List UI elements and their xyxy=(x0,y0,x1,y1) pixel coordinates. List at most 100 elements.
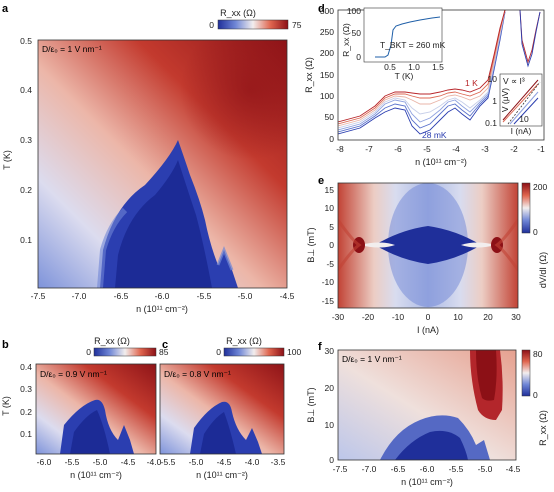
heatmap-e xyxy=(338,183,518,308)
xtick-a: -6.0 xyxy=(155,291,170,301)
ytick-b: 0.1 xyxy=(20,429,32,439)
panel-label-e: e xyxy=(318,175,324,187)
xtick-e: 10 xyxy=(453,312,463,322)
colorbar-b xyxy=(93,347,157,357)
heatmap-f xyxy=(338,350,516,460)
colorbar-b-min: 0 xyxy=(86,347,91,357)
inset-2-ytick: 1 xyxy=(492,96,497,106)
colorbar-f xyxy=(521,349,531,397)
colorbar-a-min: 0 xyxy=(209,20,214,30)
heatmap-c xyxy=(160,364,284,454)
label-hot-d: 1 K xyxy=(465,78,478,88)
xtick-b: -6.0 xyxy=(37,457,52,467)
ytick-f: 20 xyxy=(325,383,335,393)
panel-label-a: a xyxy=(2,3,9,15)
xtick-d: -7 xyxy=(365,144,373,154)
ytick-d: 300 xyxy=(320,6,334,16)
ylabel-a: T (K) xyxy=(2,150,12,170)
xtick-d: -3 xyxy=(481,144,489,154)
heatmap-a xyxy=(38,40,287,288)
xtick-b: -5.5 xyxy=(65,457,80,467)
xtick-d: -1 xyxy=(537,144,545,154)
heatmap-b xyxy=(36,364,156,454)
ylabel-e: B⊥ (mT) xyxy=(306,227,316,262)
xtick-d: -5 xyxy=(423,144,431,154)
xtick-b: -4.5 xyxy=(121,457,136,467)
inset-2-annotation: V ∝ I³ xyxy=(503,76,525,86)
ytick-e: 10 xyxy=(325,203,335,213)
ytick-e: 15 xyxy=(325,185,335,195)
xtick-a: -6.5 xyxy=(114,291,129,301)
ylabel-f: B⊥ (mT) xyxy=(306,387,316,422)
xtick-e: -20 xyxy=(362,312,375,322)
xtick-b: -5.0 xyxy=(93,457,108,467)
inset-2-xtick: 10 xyxy=(519,114,529,124)
xtick-e: -30 xyxy=(332,312,345,322)
inset-1-ytick: 50 xyxy=(352,28,362,38)
ytick-e: -5 xyxy=(326,259,334,269)
panel-a: a D/ε₀ = 1 V nm⁻¹ R_xx (Ω) 0 75 0.5 0.4 … xyxy=(2,3,302,314)
inset-1-ytick: 0 xyxy=(356,52,361,62)
xlabel-a: n (10¹¹ cm⁻²) xyxy=(136,304,188,314)
xtick-f: -5.0 xyxy=(478,464,493,474)
ytick-f: 0 xyxy=(329,455,334,465)
xtick-f: -5.5 xyxy=(449,464,464,474)
colorbar-e-max: 200 xyxy=(533,182,547,192)
inset-2-ytick: 0.1 xyxy=(485,118,497,128)
xlabel-d: n (10¹¹ cm⁻²) xyxy=(415,157,467,167)
xtick-c: -4.0 xyxy=(245,457,260,467)
xtick-f: -6.0 xyxy=(420,464,435,474)
inset-1-xlabel: T (K) xyxy=(395,71,414,81)
ytick-a: 0.2 xyxy=(20,185,32,195)
ytick-a: 0.4 xyxy=(20,85,32,95)
colorbar-e-min: 0 xyxy=(533,227,538,237)
colorbar-a-max: 75 xyxy=(292,20,302,30)
colorbar-a-title: R_xx (Ω) xyxy=(220,8,256,18)
ytick-a: 0.5 xyxy=(20,36,32,46)
ytick-e: -10 xyxy=(322,277,335,287)
xtick-a: -4.5 xyxy=(280,291,295,301)
xtick-f: -4.5 xyxy=(506,464,521,474)
xtick-a: -5.0 xyxy=(238,291,253,301)
xtick-d: -8 xyxy=(336,144,344,154)
colorbar-e xyxy=(521,182,531,234)
colorbar-b-title: R_xx (Ω) xyxy=(94,336,130,346)
xtick-f: -7.0 xyxy=(362,464,377,474)
xtick-d: -4 xyxy=(452,144,460,154)
xlabel-f: n (10¹¹ cm⁻²) xyxy=(401,477,453,487)
xtick-e: -10 xyxy=(392,312,405,322)
xlabel-c: n (10¹¹ cm⁻²) xyxy=(196,470,248,480)
ytick-e: 5 xyxy=(329,222,334,232)
ytick-d: 50 xyxy=(325,112,335,122)
ylabel-d: R_xx (Ω) xyxy=(304,57,314,93)
ytick-e: -15 xyxy=(322,296,335,306)
inset-1-ylabel: R_xx (Ω) xyxy=(341,23,351,57)
inset-1-ytick: 100 xyxy=(347,6,361,16)
xtick-f: -7.5 xyxy=(333,464,348,474)
panel-label-c: c xyxy=(162,339,168,351)
ytick-e: 0 xyxy=(329,240,334,250)
colorbar-a xyxy=(217,19,289,30)
panel-label-b: b xyxy=(2,339,9,351)
colorbar-c-title: R_xx (Ω) xyxy=(226,336,262,346)
colorbar-c xyxy=(223,347,285,357)
panel-e: e 200 0 dV/dI (Ω) 15 10 5 0 -5 -10 -15 B… xyxy=(306,175,548,335)
ylabel-b: T (K) xyxy=(1,396,11,416)
inset-2-ytick: 10 xyxy=(488,74,498,84)
ytick-d: 250 xyxy=(320,27,334,37)
xtick-c: -5.0 xyxy=(189,457,204,467)
xtick-f: -6.5 xyxy=(391,464,406,474)
inset-1-d: T_BKT = 260 mK 100 50 0 0.5 1.0 1.5 T (K… xyxy=(341,6,446,81)
annotation-a: D/ε₀ = 1 V nm⁻¹ xyxy=(42,44,102,54)
xtick-b: -4.0 xyxy=(147,457,162,467)
xtick-a: -7.0 xyxy=(72,291,87,301)
xtick-e: 0 xyxy=(426,312,431,322)
xlabel-e: I (nA) xyxy=(417,325,439,335)
xtick-d: -6 xyxy=(394,144,402,154)
inset-2-ylabel: V (μV) xyxy=(500,88,510,112)
ytick-d: 100 xyxy=(320,91,334,101)
label-cold-d: 28 mK xyxy=(422,130,447,140)
ytick-d: 150 xyxy=(320,70,334,80)
inset-1-xtick: 0.5 xyxy=(384,62,396,72)
